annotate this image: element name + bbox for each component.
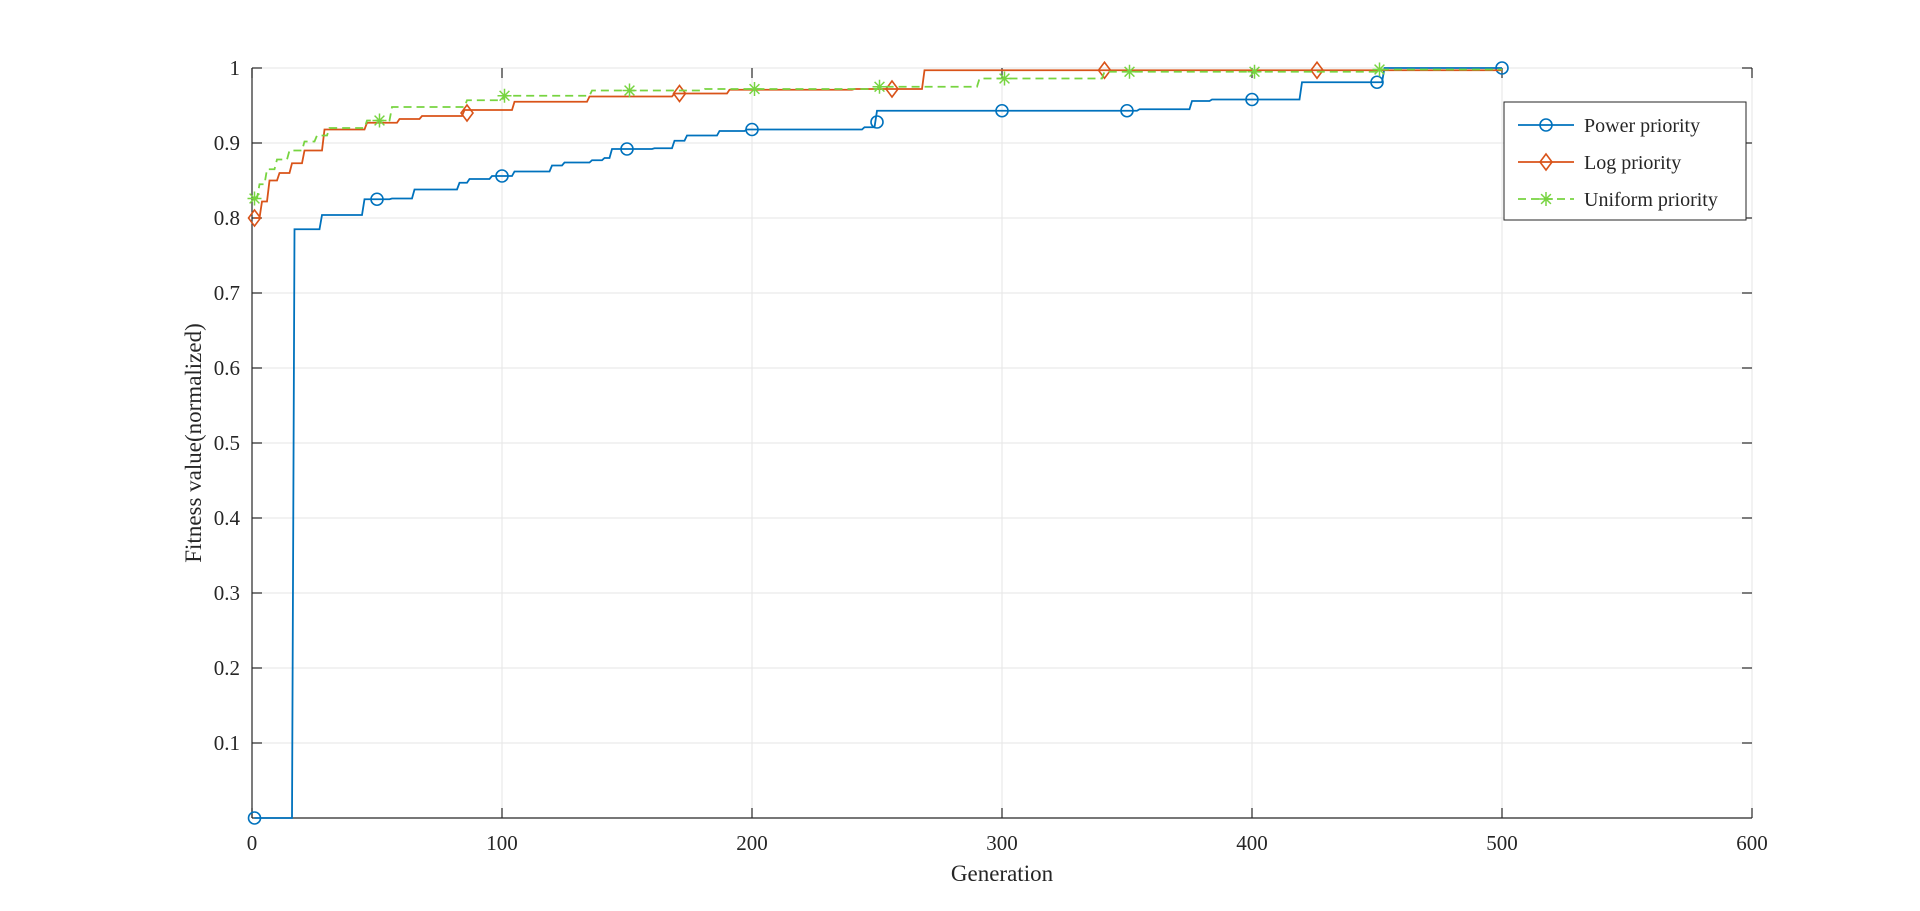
data-point-log-priority xyxy=(460,103,474,123)
data-point-uniform-priority xyxy=(622,83,637,98)
data-point-uniform-priority xyxy=(497,88,512,103)
data-point-power-priority xyxy=(870,115,884,129)
grid xyxy=(252,67,1753,818)
x-tick-label: 400 xyxy=(1236,831,1268,855)
x-tick-label: 100 xyxy=(486,831,518,855)
data-point-power-priority xyxy=(745,122,759,137)
legend-label: Log priority xyxy=(1584,152,1681,174)
legend-label: Power priority xyxy=(1584,115,1700,137)
data-point-uniform-priority xyxy=(372,113,387,128)
y-tick-label: 0.9 xyxy=(214,131,240,155)
legend-item-log-priority: Log priority xyxy=(1518,152,1681,174)
x-tick-label: 200 xyxy=(736,831,768,855)
data-point-log-priority xyxy=(247,208,262,228)
y-tick-label: 0.8 xyxy=(214,206,240,230)
y-tick-label: 0.7 xyxy=(214,281,240,305)
series-power-priority xyxy=(247,61,1509,825)
series-line-log-priority xyxy=(254,69,1502,219)
y-tick-label: 0.2 xyxy=(214,656,240,680)
data-point-power-priority xyxy=(370,192,384,207)
y-tick-label: 1 xyxy=(230,56,241,80)
y-tick-label: 0.6 xyxy=(214,356,240,380)
series-layer xyxy=(247,60,1509,825)
legend-item-power-priority: Power priority xyxy=(1518,115,1700,137)
y-tick-label: 0.1 xyxy=(214,731,240,755)
data-point-power-priority xyxy=(1370,75,1384,90)
legend-label: Uniform priority xyxy=(1584,189,1718,211)
x-tick-label: 600 xyxy=(1736,831,1768,855)
data-point-uniform-priority xyxy=(247,191,262,206)
data-point-uniform-priority xyxy=(997,71,1012,86)
tick-labels: 0 100 200 300 400 500 600 0.1 0.2 0.3 0.4 0.5 0.6 0.7… xyxy=(214,56,1768,855)
data-point-uniform-priority xyxy=(1122,64,1137,79)
data-point-log-priority xyxy=(1097,60,1112,80)
y-axis-label: Fitness value(normalized) xyxy=(181,323,206,563)
series-line-power-priority xyxy=(254,67,1502,819)
data-point-power-priority xyxy=(247,811,262,825)
legend-item-uniform-priority: Uniform priority xyxy=(1518,189,1718,211)
data-point-power-priority xyxy=(1495,61,1509,75)
legend: Power priority Log priority Uniform priori… xyxy=(1503,101,1747,221)
data-point-uniform-priority xyxy=(1247,64,1262,79)
axes xyxy=(251,67,1753,819)
legend-swatch-marker xyxy=(1539,192,1553,206)
series-uniform-priority xyxy=(247,62,1502,206)
x-axis-label: Generation xyxy=(951,861,1054,886)
x-tick-label: 300 xyxy=(986,831,1018,855)
data-point-power-priority xyxy=(1245,92,1259,107)
y-tick-label: 0.5 xyxy=(214,431,240,455)
data-point-uniform-priority xyxy=(747,82,762,96)
series-line-uniform-priority xyxy=(254,68,1502,200)
y-tick-label: 0.4 xyxy=(214,506,241,530)
x-tick-label: 0 xyxy=(247,831,258,855)
x-tick-label: 500 xyxy=(1486,831,1518,855)
legend-swatch-marker xyxy=(1539,152,1553,172)
data-point-power-priority xyxy=(620,142,634,156)
data-point-power-priority xyxy=(1120,103,1134,118)
data-point-log-priority xyxy=(1310,60,1324,80)
data-point-power-priority xyxy=(995,103,1009,118)
y-tick-label: 0.3 xyxy=(214,581,240,605)
legend-swatch-marker xyxy=(1539,118,1553,132)
data-point-power-priority xyxy=(495,169,509,183)
data-point-uniform-priority xyxy=(872,79,887,94)
data-point-uniform-priority xyxy=(1372,62,1387,77)
